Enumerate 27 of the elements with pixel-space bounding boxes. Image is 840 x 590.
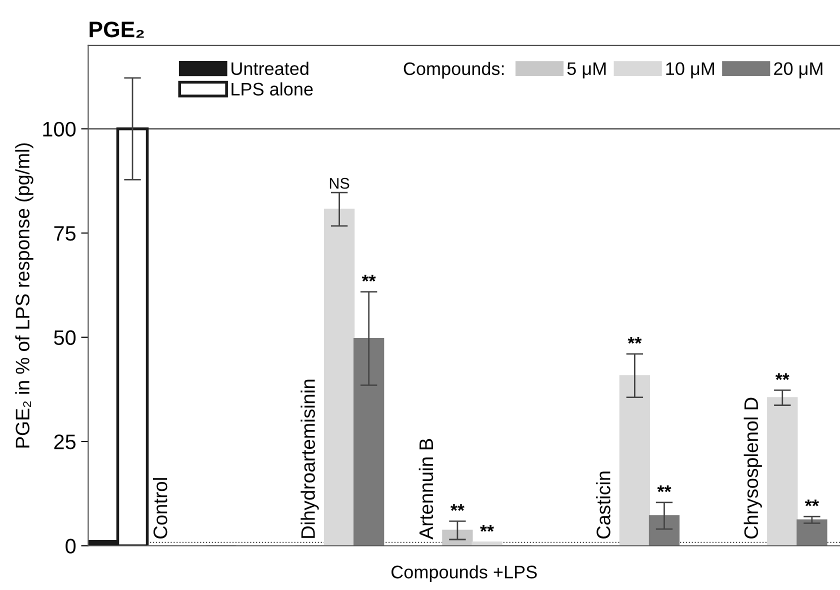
x-tick-label: Artennuin B [418, 438, 434, 540]
legend-label: 10 μM [666, 62, 714, 78]
y-tick-label: 75 [54, 226, 76, 241]
y-tick-label: 0 [66, 538, 76, 554]
x-tick-label: Chrysosplenol D [744, 398, 762, 539]
data-label: ** [775, 373, 790, 380]
data-label: ** [480, 524, 494, 532]
y-tick-label: 50 [54, 330, 76, 346]
data-label: ** [804, 500, 819, 506]
legend-label: 5 μM [567, 62, 606, 78]
legend-title: Compounds: [404, 62, 504, 79]
y-tick-label: 25 [54, 434, 76, 450]
x-tick-label: Casticin [596, 472, 610, 539]
x-axis-title: Compounds +LPS [391, 565, 537, 582]
chart-title: PGE₂ [90, 22, 144, 38]
data-label: ** [657, 485, 672, 492]
data-label: ** [362, 274, 376, 282]
data-label: ** [628, 336, 642, 344]
legend-label: 20 μM [774, 62, 822, 78]
y-tick-label: 100 [43, 122, 76, 137]
y-axis-title: PGE₂ in % of LPS response (pg/ml) [15, 143, 34, 448]
legend-label: Untreated [232, 62, 308, 76]
legend-label: LPS alone [232, 82, 313, 96]
data-label: NS [330, 178, 350, 189]
x-tick-label: Dihydroartemisinin [300, 380, 319, 538]
x-tick-label: Control [152, 478, 168, 539]
data-label: ** [450, 504, 464, 511]
